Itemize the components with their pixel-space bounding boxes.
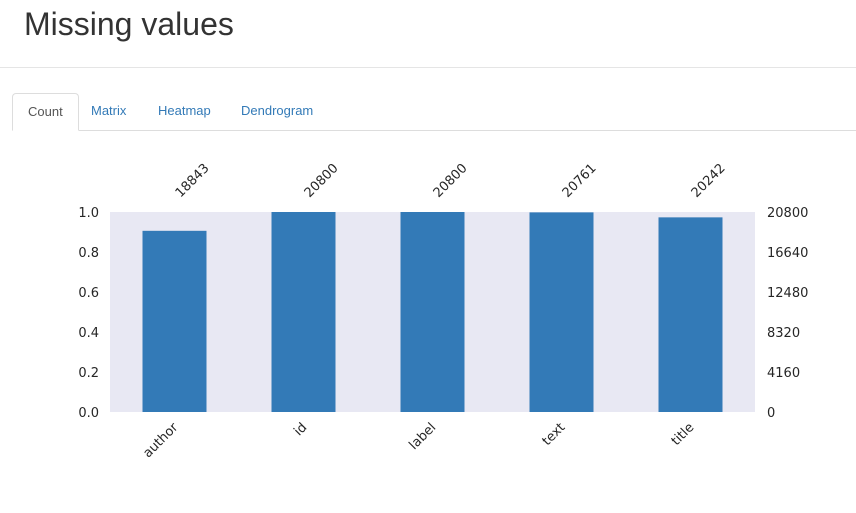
- title-divider: [0, 67, 856, 68]
- y-left-tick-label: 0.4: [78, 326, 99, 341]
- y-right-tick-label: 0: [767, 406, 775, 421]
- tab-matrix[interactable]: Matrix: [91, 103, 127, 118]
- y-right-tick-label: 12480: [767, 286, 808, 301]
- count-label-author: 18843: [173, 161, 213, 201]
- x-tick-label-title: title: [669, 420, 698, 449]
- page-title: Missing values: [24, 6, 234, 42]
- y-left-tick-label: 1.0: [78, 206, 99, 221]
- y-right-tick-label: 16640: [767, 246, 808, 261]
- y-right-tick-label: 8320: [767, 326, 800, 341]
- x-tick-label-label: label: [406, 420, 439, 453]
- bar-author: [142, 230, 207, 412]
- bar-title: [658, 217, 723, 412]
- bar-text: [529, 212, 594, 412]
- bar-id: [271, 212, 336, 412]
- x-tick-label-author: author: [140, 420, 181, 461]
- y-right-tick-label: 4160: [767, 366, 800, 381]
- tab-count[interactable]: Count: [12, 93, 79, 131]
- count-label-text: 20761: [560, 161, 600, 201]
- y-left-tick-label: 0.6: [78, 286, 99, 301]
- y-left-tick-label: 0.8: [78, 246, 99, 261]
- y-right-tick-label: 20800: [767, 206, 808, 221]
- count-label-label: 20800: [431, 161, 471, 201]
- y-left-tick-label: 0.0: [78, 406, 99, 421]
- count-label-id: 20800: [302, 161, 342, 201]
- x-tick-label-id: id: [291, 420, 310, 439]
- y-left-tick-label: 0.2: [78, 366, 99, 381]
- tab-bar: Count Matrix Heatmap Dendrogram: [12, 93, 856, 131]
- tab-dendrogram[interactable]: Dendrogram: [241, 103, 314, 118]
- bar-label: [400, 212, 465, 412]
- x-tick-label-text: text: [540, 420, 569, 449]
- tab-heatmap[interactable]: Heatmap: [158, 103, 211, 118]
- count-label-title: 20242: [689, 161, 729, 201]
